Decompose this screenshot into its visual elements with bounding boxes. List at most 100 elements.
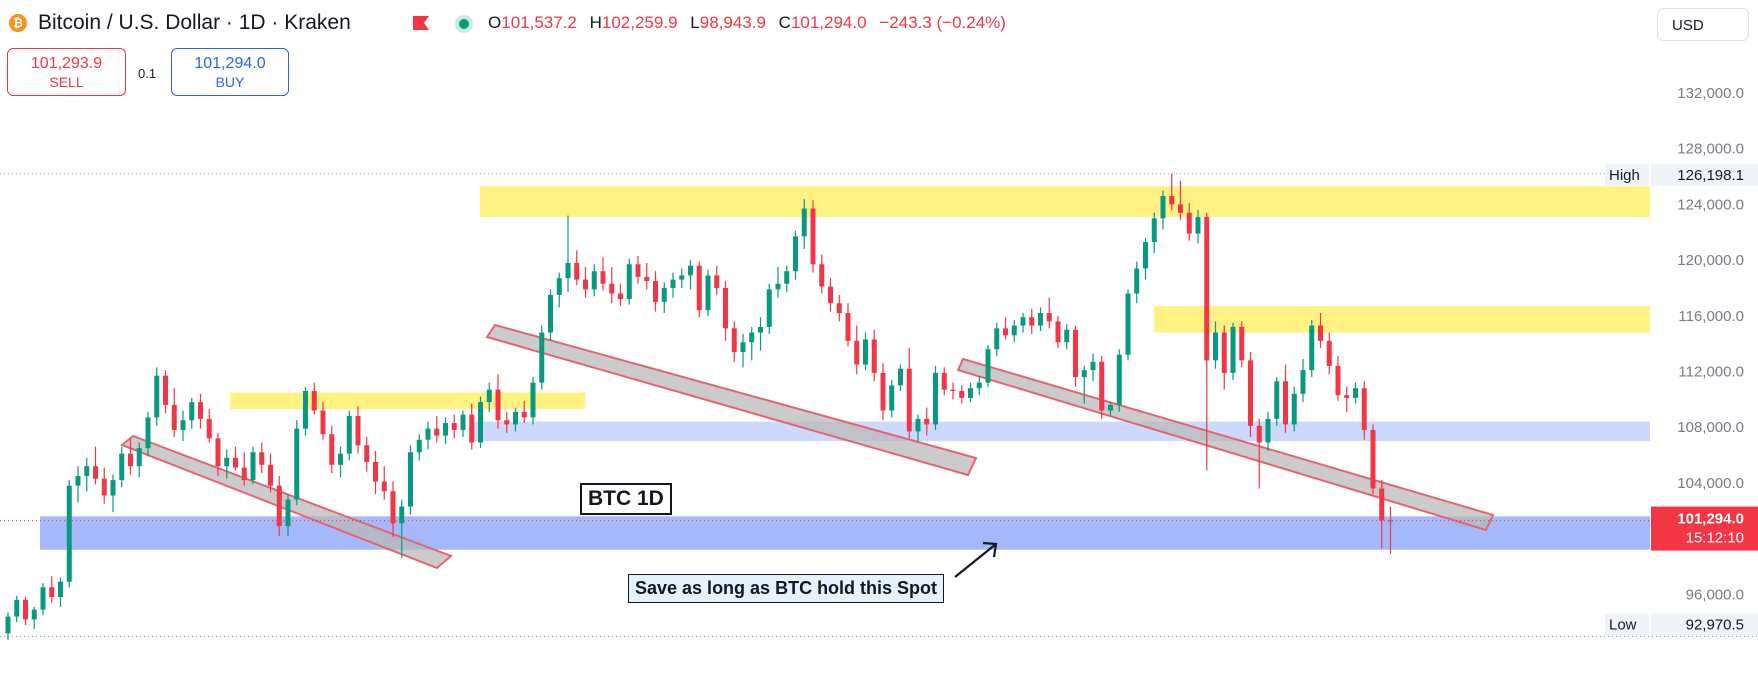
candle-body xyxy=(329,434,335,465)
candle xyxy=(294,420,300,506)
buy-button[interactable]: 101,294.0 BUY xyxy=(171,48,289,96)
zone-resistance-top xyxy=(480,186,1650,217)
candle xyxy=(206,409,212,443)
candle xyxy=(408,445,413,515)
candle xyxy=(145,411,151,457)
timeframe-annotation: BTC 1D xyxy=(580,483,672,515)
candle-body xyxy=(1020,317,1026,326)
candle-body xyxy=(1055,321,1061,343)
candle-body xyxy=(626,264,632,300)
flag-icon[interactable] xyxy=(412,14,430,32)
candle-body xyxy=(959,390,965,398)
candle xyxy=(443,417,448,444)
candle-body xyxy=(521,411,527,418)
candle-body xyxy=(1195,216,1201,234)
candle xyxy=(31,606,37,630)
candle-body xyxy=(731,328,737,353)
candle-body xyxy=(189,402,195,421)
candle-body xyxy=(688,265,693,276)
candle xyxy=(1160,190,1166,230)
candle xyxy=(241,452,247,486)
candle-body xyxy=(591,271,597,290)
candle xyxy=(705,269,711,316)
candle xyxy=(1125,289,1131,361)
candle xyxy=(985,345,991,387)
candle-body xyxy=(128,453,133,467)
candle xyxy=(346,410,352,461)
candle xyxy=(819,254,825,294)
candle-body xyxy=(408,452,413,507)
close-key: C xyxy=(778,13,791,32)
candle-body xyxy=(49,587,55,598)
candle xyxy=(950,382,956,400)
candle-body xyxy=(679,275,685,280)
candle-body xyxy=(653,280,658,302)
candle xyxy=(775,267,781,298)
candle xyxy=(425,421,431,450)
candle xyxy=(679,268,685,288)
candle-body xyxy=(828,286,833,304)
candle xyxy=(495,374,501,429)
candle-body xyxy=(355,416,361,446)
sell-button[interactable]: 101,293.9 SELL xyxy=(7,48,126,96)
symbol-title[interactable]: Bitcoin / U.S. Dollar · 1D · Kraken xyxy=(38,11,351,34)
low-key: L xyxy=(690,13,700,32)
candle-body xyxy=(136,448,142,467)
high-price-tag-label: High xyxy=(1609,167,1640,184)
candle-body xyxy=(443,423,448,436)
candle-body xyxy=(31,609,37,620)
candle-body xyxy=(1134,268,1140,294)
candle-body xyxy=(924,418,930,425)
y-tick-label: 116,000.0 xyxy=(1678,308,1744,325)
candle-body xyxy=(1160,196,1166,219)
spread-value: 0.1 xyxy=(138,66,157,81)
candle-body xyxy=(75,475,81,486)
candle-body xyxy=(705,275,711,311)
candle-body xyxy=(1090,361,1096,371)
candle-body xyxy=(609,283,615,294)
candle-body xyxy=(1125,293,1131,355)
candle xyxy=(311,382,317,415)
zone-resistance-mid xyxy=(1154,306,1650,333)
high-key: H xyxy=(589,13,602,32)
candle xyxy=(1134,261,1140,304)
currency-selector[interactable]: USD xyxy=(1657,8,1749,41)
candle-body xyxy=(1108,404,1113,411)
candle xyxy=(994,322,1000,357)
candle-body xyxy=(276,485,282,527)
candle xyxy=(1099,356,1105,419)
candle xyxy=(1353,382,1358,404)
candle xyxy=(1248,352,1253,437)
high-price-tag: High 126,198.1 xyxy=(1605,163,1758,186)
candle-body xyxy=(40,587,46,610)
candle xyxy=(1370,424,1376,495)
candle xyxy=(180,410,186,442)
candle xyxy=(1283,364,1288,433)
candle xyxy=(1335,356,1341,401)
candle xyxy=(75,466,81,503)
candle-body xyxy=(338,453,343,465)
candle-body xyxy=(1283,381,1288,425)
candle xyxy=(1309,319,1315,378)
candle-body xyxy=(259,452,265,465)
candle xyxy=(1064,324,1070,350)
candle xyxy=(224,449,230,479)
candle xyxy=(1073,325,1078,387)
candle-body xyxy=(66,485,72,582)
candle xyxy=(163,370,168,414)
y-tick-label: 108,000.0 xyxy=(1677,419,1744,436)
candle-body xyxy=(1370,429,1376,489)
candle-body xyxy=(985,349,991,383)
candle xyxy=(810,200,816,273)
candle-body xyxy=(583,279,588,290)
y-tick-label: 124,000.0 xyxy=(1677,196,1744,213)
candle xyxy=(1186,203,1192,241)
candle-body xyxy=(793,236,798,272)
candle xyxy=(1108,402,1113,417)
candle-body xyxy=(819,264,825,287)
low-value: 98,943.9 xyxy=(699,13,766,32)
candle-body xyxy=(968,388,973,398)
candle xyxy=(189,397,195,429)
candle-body xyxy=(994,328,1000,350)
